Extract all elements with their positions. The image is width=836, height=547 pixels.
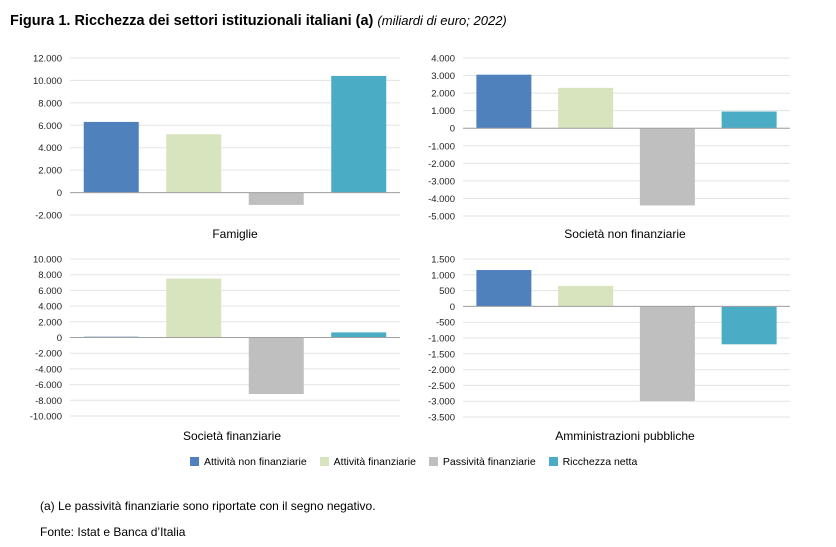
- y-tick-label: 1.000: [431, 270, 455, 281]
- panel-label: Famiglie: [212, 227, 258, 241]
- y-tick-label: -500: [436, 318, 455, 329]
- legend-swatch: [190, 457, 199, 466]
- bar-passivit-finanziarie: [639, 128, 695, 206]
- bar-passivit-finanziarie: [248, 192, 304, 205]
- y-tick-label: -3.000: [428, 397, 455, 408]
- figure-title-main: Figura 1. Ricchezza dei settori istituzi…: [10, 13, 374, 29]
- legend-item-attivita-non-finanziarie: Attività non finanziarie: [190, 456, 307, 468]
- legend-item-passivita-finanziarie: Passività finanziarie: [428, 456, 536, 468]
- chart-panel-3: 10.000 8.000 6.000 4.000 2.000 0 -2.000 -4.000 -…: [30, 255, 400, 443]
- legend-item-ricchezza-netta: Ricchezza netta: [548, 456, 638, 468]
- y-tick-label: -3.500: [428, 413, 455, 424]
- bar-ricchezza-netta: [331, 332, 387, 338]
- legend-swatch: [319, 457, 329, 466]
- bar-ricchezza-netta: [331, 75, 387, 193]
- y-tick-label: 6.000: [38, 121, 62, 132]
- y-tick-label: 0: [450, 124, 455, 135]
- y-tick-label: -2.000: [35, 349, 62, 360]
- bar-attivit-finanziarie: [558, 87, 614, 129]
- y-tick-label: -1.000: [428, 334, 455, 345]
- y-tick-label: -1.500: [428, 349, 455, 360]
- chart-panel-1: 12.000 10.000 8.000 6.000 4.000 2.000 0 -2.000 F…: [33, 54, 400, 241]
- legend-swatch: [428, 457, 438, 466]
- y-tick-label: 2.000: [38, 166, 62, 177]
- figure-title: Figura 1. Ricchezza dei settori istituzi…: [10, 13, 507, 29]
- legend: Attività non finanziarie Attività finanz…: [190, 456, 647, 468]
- y-tick-label: 0: [57, 188, 62, 199]
- legend-swatch: [548, 457, 558, 466]
- y-tick-label: -2.000: [428, 159, 455, 170]
- y-tick-label: 2.000: [431, 89, 455, 100]
- y-tick-label: -4.000: [428, 194, 455, 205]
- y-tick-label: 1.500: [431, 255, 455, 266]
- y-tick-label: 3.000: [431, 71, 455, 82]
- bar-attivit-finanziarie: [558, 285, 614, 307]
- y-tick-label: 10.000: [33, 255, 62, 266]
- bar-passivit-finanziarie: [639, 306, 695, 402]
- y-tick-label: 8.000: [38, 98, 62, 109]
- source-note: Fonte: Istat e Banca d’Italia: [40, 525, 186, 539]
- y-tick-label: -2.000: [35, 211, 62, 222]
- y-tick-label: 12.000: [33, 54, 62, 65]
- legend-label: Attività non finanziarie: [204, 456, 307, 468]
- y-tick-label: -1.000: [428, 141, 455, 152]
- charts-canvas: 12.000 10.000 8.000 6.000 4.000 2.000 0 -2.000 F…: [30, 54, 790, 443]
- bar-attivit-non-finanziarie: [476, 74, 532, 129]
- y-tick-label: -5.000: [428, 212, 455, 223]
- y-tick-label: 0: [57, 333, 62, 344]
- bar-ricchezza-netta: [721, 111, 777, 129]
- panel-label: Amministrazioni pubbliche: [555, 429, 695, 443]
- bar-attivit-finanziarie: [166, 278, 222, 338]
- y-tick-label: 4.000: [431, 54, 455, 65]
- footnote: (a) Le passività finanziarie sono riport…: [40, 499, 376, 513]
- y-tick-label: -8.000: [35, 396, 62, 407]
- y-tick-label: 1.000: [431, 106, 455, 117]
- y-tick-label: -10.000: [30, 412, 62, 423]
- bar-attivit-non-finanziarie: [476, 270, 532, 307]
- y-tick-label: 0: [450, 302, 455, 313]
- legend-item-attivita-finanziarie: Attività finanziarie: [319, 456, 416, 468]
- legend-label: Ricchezza netta: [562, 456, 638, 468]
- y-tick-label: 6.000: [38, 286, 62, 297]
- bar-attivit-non-finanziarie: [83, 121, 139, 193]
- panel-label: Società finanziarie: [183, 429, 281, 443]
- bar-attivit-finanziarie: [166, 134, 222, 193]
- y-tick-label: 4.000: [38, 143, 62, 154]
- y-tick-label: 4.000: [38, 302, 62, 313]
- panel-label: Società non finanziarie: [564, 227, 686, 241]
- y-tick-label: 500: [439, 286, 455, 297]
- y-tick-label: 2.000: [38, 317, 62, 328]
- figure-title-subtitle: (miliardi di euro; 2022): [377, 13, 507, 28]
- y-tick-label: -2.000: [428, 365, 455, 376]
- chart-panel-4: 1.500 1.000 500 0 -500 -1.000 -1.500 -2.000 -2.5…: [428, 255, 790, 443]
- chart-panel-2: 4.000 3.000 2.000 1.000 0 -1.000 -2.000 -3.000 -…: [428, 54, 790, 241]
- y-tick-label: -4.000: [35, 364, 62, 375]
- bar-passivit-finanziarie: [248, 337, 304, 395]
- y-tick-label: 10.000: [33, 76, 62, 87]
- y-tick-label: -2.500: [428, 381, 455, 392]
- legend-label: Attività finanziarie: [333, 456, 416, 468]
- bar-ricchezza-netta: [721, 306, 777, 345]
- legend-label: Passività finanziarie: [442, 456, 536, 468]
- y-tick-label: -6.000: [35, 380, 62, 391]
- y-tick-label: 8.000: [38, 270, 62, 281]
- y-tick-label: -3.000: [428, 176, 455, 187]
